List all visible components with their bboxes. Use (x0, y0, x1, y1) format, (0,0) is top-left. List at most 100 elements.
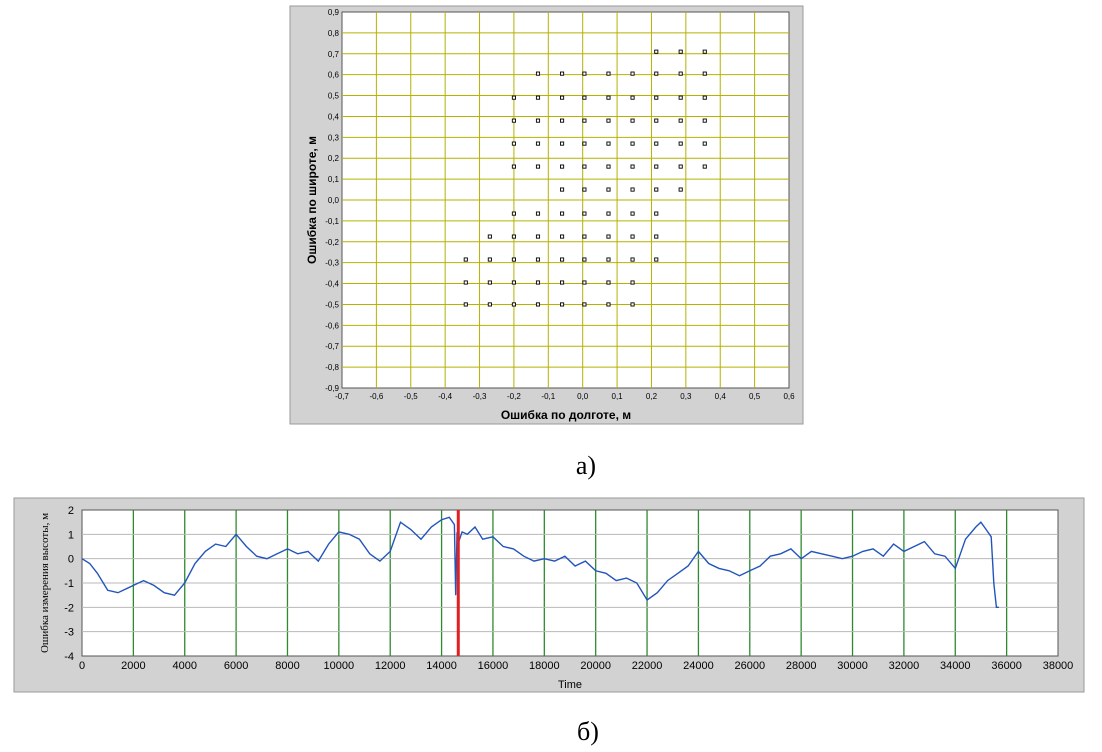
line-x-tick-label: 0 (79, 660, 85, 672)
scatter-point (582, 211, 587, 216)
scatter-points (463, 49, 707, 307)
scatter-point (511, 95, 516, 100)
scatter-point (630, 280, 635, 285)
scatter-point (654, 49, 659, 54)
scatter-point (678, 95, 683, 100)
line-x-tick-label: 34000 (940, 660, 971, 672)
scatter-point (606, 118, 611, 123)
line-x-tick-label: 8000 (275, 660, 299, 672)
scatter-point (582, 280, 587, 285)
line-x-tick-label: 16000 (478, 660, 509, 672)
scatter-point (630, 71, 635, 76)
scatter-point (560, 280, 565, 285)
scatter-y-ticks: 0,9 0,8 0,7 0,6 0,5 0,4 0,3 0,2 0,1 0,0 -0,1 -0,2 -0… (325, 8, 339, 393)
scatter-point (606, 257, 611, 262)
scatter-point (582, 302, 587, 307)
scatter-point (560, 141, 565, 146)
scatter-y-tick-label: 0,2 (328, 154, 340, 163)
panel-b-caption: б) (577, 717, 599, 746)
scatter-y-tick-label: -0,9 (325, 384, 339, 393)
scatter-point (560, 211, 565, 216)
scatter-point (535, 302, 541, 307)
scatter-y-tick-label: 0,3 (328, 133, 340, 142)
line-x-tick-label: 20000 (580, 660, 611, 672)
scatter-point (702, 118, 707, 123)
scatter-point (511, 211, 516, 216)
scatter-point (630, 118, 635, 123)
scatter-point (606, 141, 611, 146)
scatter-point (630, 95, 635, 100)
line-x-tick-label: 4000 (172, 660, 196, 672)
scatter-point (654, 234, 659, 239)
scatter-point (606, 95, 611, 100)
scatter-x-tick-label: 0,6 (783, 392, 795, 401)
scatter-x-tick-label: -0,1 (541, 392, 555, 401)
scatter-chart-panel: 0,90,80,70,60,50,40,30,20,10,0-0,1-0,2-0… (289, 5, 804, 425)
line-y-tick-label: 2 (68, 505, 74, 517)
scatter-point (702, 95, 707, 100)
scatter-x-tick-label: -0,6 (369, 392, 383, 401)
scatter-point (487, 257, 492, 262)
scatter-x-tick-label: -0,3 (473, 392, 487, 401)
line-y-tick-label: 0 (68, 554, 74, 566)
scatter-x-tick-label: 0,0 (577, 392, 589, 401)
scatter-point (606, 234, 611, 239)
scatter-point (535, 211, 541, 216)
scatter-point (487, 280, 492, 285)
line-x-tick-label: 36000 (991, 660, 1022, 672)
scatter-point (702, 49, 707, 54)
scatter-y-tick-label: 0,7 (328, 50, 340, 59)
scatter-point (582, 118, 587, 123)
line-x-tick-label: 22000 (632, 660, 663, 672)
scatter-point (630, 187, 635, 192)
scatter-x-tick-label: -0,4 (438, 392, 452, 401)
scatter-x-tick-label: -0,7 (335, 392, 349, 401)
scatter-point (654, 71, 659, 76)
scatter-point (463, 302, 468, 307)
scatter-point (560, 164, 565, 169)
scatter-point (606, 280, 611, 285)
scatter-point (654, 257, 659, 262)
scatter-point (582, 95, 587, 100)
scatter-y-tick-label: -0,4 (325, 280, 339, 289)
line-grid (82, 510, 1058, 656)
scatter-y-tick-label: -0,7 (325, 342, 339, 351)
line-y-ticks: 2 1 0 -1 -2 -3 -4 (64, 505, 74, 663)
line-y-axis-label: Ошибка измерения высоты, м (39, 513, 51, 653)
scatter-x-ticks: -0,7 -0,6 -0,5 -0,4 -0,3 -0,2 -0,1 0,0 0,1 0,2 0,3… (335, 392, 795, 401)
scatter-y-tick-label: 0,9 (328, 8, 340, 17)
scatter-y-tick-label: 0,8 (328, 29, 340, 38)
line-x-tick-label: 26000 (734, 660, 765, 672)
scatter-point (560, 71, 565, 76)
scatter-point (535, 234, 541, 239)
scatter-point (606, 164, 611, 169)
scatter-point (654, 118, 659, 123)
line-x-tick-label: 10000 (324, 660, 355, 672)
scatter-point (654, 211, 659, 216)
scatter-y-tick-label: -0,8 (325, 363, 339, 372)
line-x-tick-label: 38000 (1043, 660, 1074, 672)
scatter-point (582, 187, 587, 192)
scatter-x-tick-label: -0,5 (404, 392, 418, 401)
scatter-point (606, 302, 611, 307)
scatter-y-tick-label: -0,5 (325, 300, 339, 309)
line-y-tick-label: -2 (64, 602, 74, 614)
line-x-tick-label: 12000 (375, 660, 406, 672)
scatter-point (511, 280, 516, 285)
scatter-point (630, 211, 635, 216)
scatter-point (511, 118, 516, 123)
scatter-point (678, 71, 683, 76)
scatter-point (630, 302, 635, 307)
panel-a-caption: а) (576, 451, 596, 480)
scatter-point (630, 234, 635, 239)
line-chart-panel: 2 1 0 -1 -2 -3 -4 0 2000 4000 6000 8000 10000 12000 1… (13, 497, 1085, 693)
scatter-point (678, 187, 683, 192)
scatter-point (511, 234, 516, 239)
scatter-point (654, 95, 659, 100)
line-y-tick-label: -4 (64, 651, 74, 663)
scatter-y-tick-label: 0,4 (328, 112, 340, 121)
scatter-point (487, 234, 492, 239)
scatter-point (511, 164, 516, 169)
scatter-point (487, 302, 492, 307)
scatter-point (560, 234, 565, 239)
